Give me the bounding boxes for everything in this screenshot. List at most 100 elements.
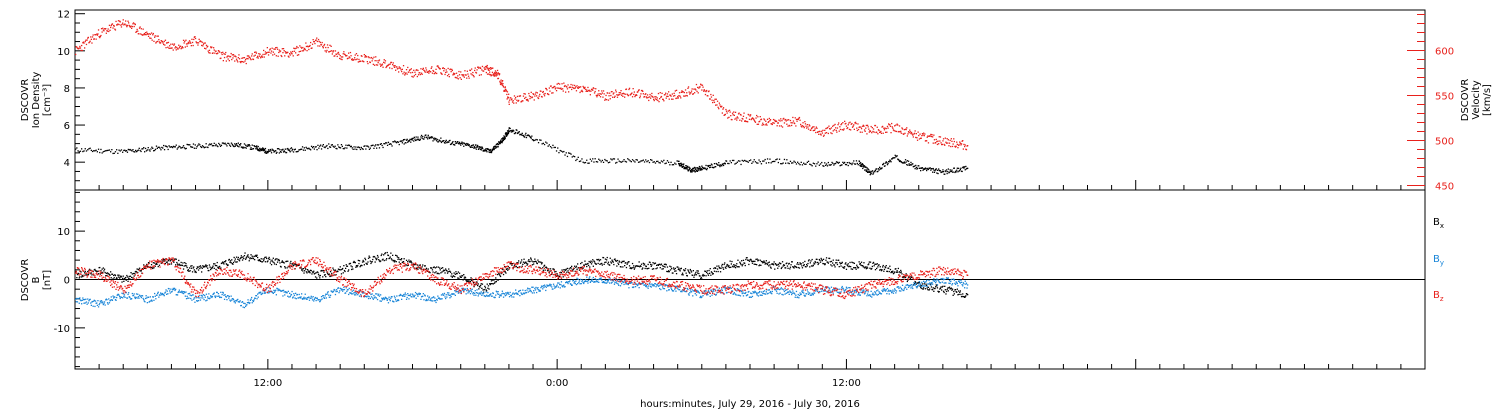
data-point [674,267,676,270]
data-point [826,165,829,167]
data-point [192,44,194,47]
data-point [769,158,771,160]
data-point [239,61,241,63]
data-point [174,289,176,292]
data-point [967,294,969,296]
data-point [964,169,966,171]
data-point [173,44,175,46]
data-point [648,267,650,269]
data-point [290,148,292,150]
data-point [507,269,509,271]
data-point [189,294,191,296]
data-point [293,47,295,49]
data-point [834,123,836,126]
data-point [795,266,797,268]
data-point [656,264,658,266]
data-point [127,148,129,151]
data-point [868,131,870,133]
data-point [662,268,664,270]
data-point [326,144,328,147]
data-point [665,92,667,94]
data-point [188,270,190,272]
data-point [407,66,409,69]
data-point [101,268,103,270]
data-point [827,132,829,135]
data-point [764,263,766,265]
data-point [725,267,727,269]
data-point [277,55,279,57]
data-point [571,265,573,267]
data-point [465,144,467,146]
data-point [667,271,669,273]
data-point [858,160,861,163]
data-point [141,295,144,297]
data-point [155,298,157,300]
data-point [577,87,579,89]
data-point [788,162,790,165]
data-point [701,165,703,167]
data-point [870,125,872,128]
data-point [319,41,321,43]
data-point [507,132,510,134]
data-point [683,166,685,168]
data-point [577,156,579,158]
data-point [786,262,788,264]
data-point [658,101,660,103]
data-point [782,162,784,164]
data-point [347,289,349,291]
data-point [284,148,286,150]
data-point [728,109,731,111]
data-point [186,45,188,47]
data-point [886,131,888,133]
data-point [275,294,277,296]
data-point [473,76,475,78]
data-point [262,150,264,152]
data-point [88,300,90,302]
data-point [616,265,618,267]
data-point [478,288,480,290]
data-point [489,67,492,69]
data-point [467,279,469,281]
data-point [293,263,296,265]
data-point [295,47,297,49]
data-point [347,270,349,272]
data-point [339,147,342,149]
data-point [760,260,763,263]
data-point [462,142,464,144]
data-point [653,268,655,270]
data-point [690,90,693,92]
data-point [229,299,231,301]
data-point [611,259,613,261]
data-point [900,130,902,132]
data-point [418,264,420,266]
data-point [839,126,841,128]
data-point [535,91,537,93]
data-point [289,265,291,268]
data-point [235,300,238,302]
data-point [620,266,622,268]
data-point [140,150,142,153]
data-point [789,119,792,122]
data-point [342,56,344,58]
data-point [84,270,86,273]
data-point [486,73,489,75]
data-point [108,302,111,304]
data-point [830,164,832,166]
data-point [172,43,174,45]
data-point [704,270,707,273]
data-point [772,122,774,124]
data-point [521,100,523,103]
data-point [839,263,842,265]
data-point [601,159,603,162]
data-point [530,136,532,139]
data-point [717,164,719,166]
data-point [113,274,115,277]
data-point [679,95,681,97]
data-point [479,148,482,151]
data-point [301,148,303,150]
data-point [112,278,114,280]
data-point [154,148,157,150]
data-point [568,268,570,270]
data-point [170,288,172,290]
data-point [469,145,471,147]
